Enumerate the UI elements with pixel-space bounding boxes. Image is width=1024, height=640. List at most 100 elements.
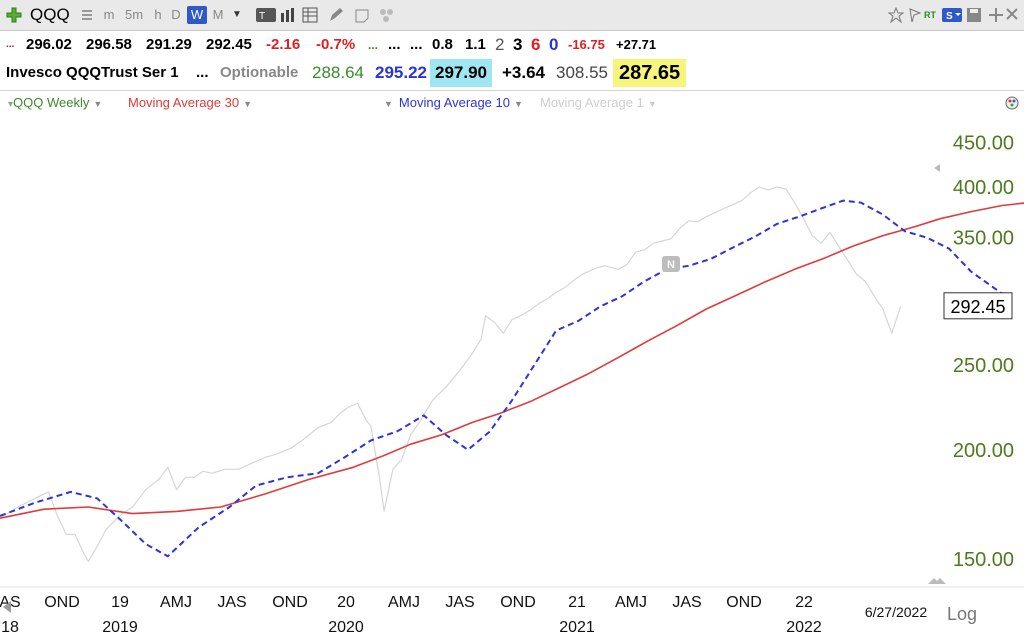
flag-icon[interactable]: [908, 7, 922, 23]
high-value: 296.58: [86, 36, 132, 53]
x-tick-label: JAS: [445, 594, 474, 611]
symbol-field[interactable]: QQQ: [30, 5, 70, 24]
count-6: 6: [531, 35, 541, 54]
count-2: 2: [495, 35, 505, 54]
dots-a: ...: [388, 36, 401, 53]
legend-series[interactable]: ▾QQQ Weekly ▼: [8, 95, 102, 110]
scroll-left-icon[interactable]: [3, 601, 11, 613]
y-tick-label: 200.00: [953, 440, 1014, 462]
x-tick-label: OND: [500, 594, 536, 611]
x-tick-label: 20: [337, 594, 355, 611]
favorite-star-icon[interactable]: [888, 7, 904, 23]
settings-dots-icon[interactable]: [378, 7, 396, 23]
low-value: 291.29: [146, 36, 192, 53]
add-symbol-icon[interactable]: [6, 7, 22, 23]
x-year-label: 2020: [328, 619, 364, 636]
interval-w[interactable]: W: [187, 6, 207, 24]
legend-ma1-label: Moving Average 1: [540, 95, 644, 110]
x-year-label: 2022: [786, 619, 822, 636]
svg-text:S: S: [946, 11, 953, 22]
legend-ma30-dropdown-icon: ▼: [243, 99, 252, 109]
indicator-legend: ▾QQQ Weekly ▼ Moving Average 30 ▼ ▼ Moving …: [0, 90, 1024, 117]
interval-h[interactable]: h: [154, 7, 162, 22]
y-tick-label: 400.00: [953, 177, 1014, 199]
draw-pencil-icon[interactable]: [328, 7, 344, 23]
interval-d[interactable]: D: [171, 7, 181, 22]
scan-badge-icon[interactable]: S: [942, 7, 962, 23]
x-tick-label: JAS: [672, 594, 701, 611]
save-icon[interactable]: [966, 7, 982, 23]
open-value: 296.02: [26, 36, 72, 53]
last-price-label: 292.45: [950, 297, 1005, 317]
value-cyan: 297.90: [430, 59, 492, 87]
legend-ma10-options-icon: ▼: [513, 99, 523, 109]
legend-series-arrow-icon: ▾: [8, 99, 14, 110]
row1-ellipsis: ...: [6, 39, 15, 50]
green-dots: ...: [368, 38, 379, 52]
x-tick-label: JAS: [217, 594, 246, 611]
legend-ma10-label: Moving Average 10: [398, 95, 510, 110]
x-tick-label: OND: [44, 594, 80, 611]
x-year-label: 2021: [559, 619, 595, 636]
table-icon[interactable]: [302, 7, 320, 23]
value-1-1: 1.1: [465, 36, 486, 53]
text-tool-icon[interactable]: T: [256, 7, 276, 23]
bar-chart-icon[interactable]: [280, 7, 298, 23]
count-3: 3: [513, 35, 523, 54]
log-scale-button[interactable]: Log: [947, 604, 977, 624]
legend-ma30-label: Moving Average 30: [128, 95, 240, 110]
news-event-marker[interactable]: N: [662, 256, 680, 272]
interval-dropdown-icon[interactable]: ▼: [232, 9, 242, 20]
legend-ma1-dropdown-icon: ▼: [647, 99, 657, 109]
x-year-label: 2019: [102, 619, 138, 636]
legend-series-label: QQQ Weekly: [13, 95, 90, 110]
title-toolbar: QQQ m 5m h D W M ▼ T RT S: [0, 0, 1024, 31]
dots-b: ...: [410, 36, 423, 53]
svg-text:T: T: [259, 11, 265, 22]
y-tick-label-300: 300.00: [953, 286, 1014, 308]
series-line-1: [0, 186, 902, 562]
series-line-3: [0, 199, 1012, 558]
x-tick-label: 22: [795, 594, 813, 611]
interval-5m[interactable]: 5m: [124, 7, 144, 22]
legend-series-dropdown-icon: ▼: [93, 99, 103, 109]
x-tick-label: 21: [568, 594, 586, 611]
legend-ma10-dropdown-icon: ▼: [384, 99, 393, 109]
quote-row-1: ... 296.02 296.58 291.29 292.45 -2.16 -0…: [0, 31, 1024, 59]
negative-value: -16.75: [568, 37, 605, 52]
change-pct-value: -0.7%: [316, 36, 356, 53]
value-yellow: 287.65: [613, 59, 687, 87]
legend-ma10[interactable]: ▼ Moving Average 10 ▼: [384, 95, 523, 110]
count-0: 0: [549, 35, 559, 54]
close-icon[interactable]: [1006, 8, 1018, 20]
x-year-label: 18: [1, 619, 19, 636]
optionable-label: Optionable: [220, 64, 299, 81]
value-change: +3.64: [502, 63, 546, 82]
security-name: Invesco QQQTrust Ser 1: [6, 64, 179, 81]
x-tick-label: OND: [272, 594, 308, 611]
value-green: 288.64: [312, 63, 364, 82]
positive-value: +27.71: [616, 37, 657, 52]
interval-mo[interactable]: M: [212, 7, 224, 22]
chart-settings-icon[interactable]: [1004, 95, 1020, 111]
rt-icon[interactable]: RT: [924, 10, 936, 20]
move-icon[interactable]: [988, 7, 1004, 23]
x-tick-label: OND: [726, 594, 762, 611]
expand-arrows-icon[interactable]: [928, 578, 946, 584]
change-value: -2.16: [266, 36, 301, 53]
note-icon[interactable]: [354, 7, 370, 23]
y-tick-label: 350.00: [953, 228, 1014, 250]
interval-m[interactable]: m: [103, 7, 115, 22]
x-tick-label: AMJ: [615, 594, 647, 611]
svg-text:N: N: [667, 259, 675, 271]
y-tick-label: 250.00: [953, 355, 1014, 377]
legend-ma30[interactable]: Moving Average 30 ▼: [128, 95, 252, 110]
value-gray: 308.55: [556, 63, 608, 82]
row2-ellipsis: ...: [196, 64, 209, 81]
chart-type-icon[interactable]: [80, 8, 94, 22]
x-tick-label: 19: [111, 594, 129, 611]
x-tick-label: AMJ: [388, 594, 420, 611]
series-line-2: [0, 202, 1024, 519]
legend-ma1[interactable]: Moving Average 1 ▼: [540, 95, 657, 110]
